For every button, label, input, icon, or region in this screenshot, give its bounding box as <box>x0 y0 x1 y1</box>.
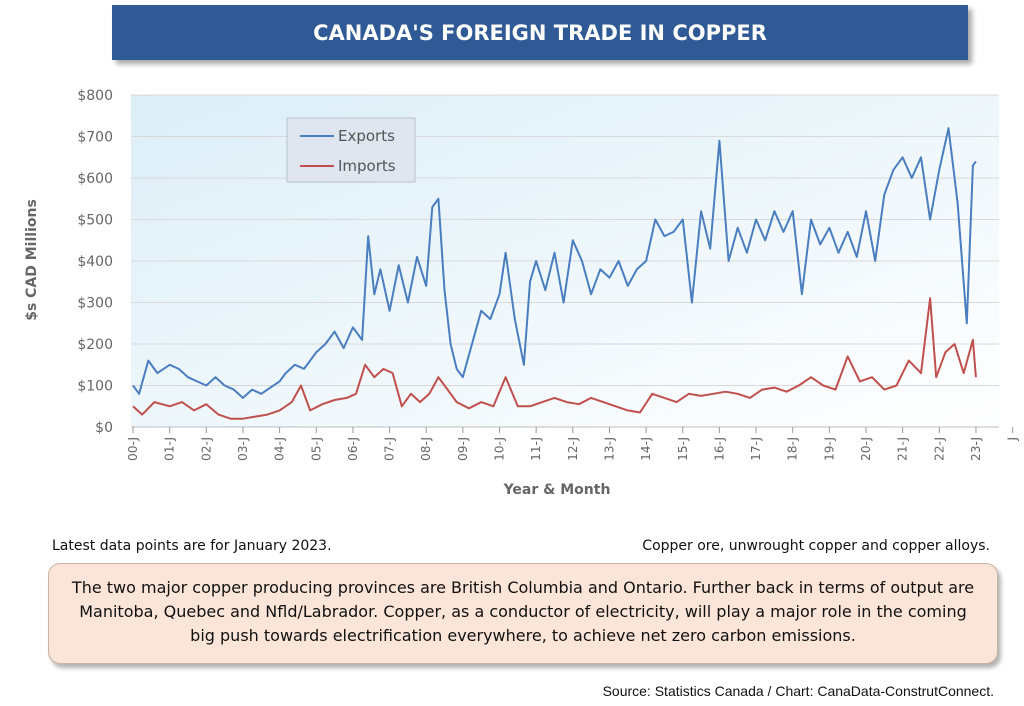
series-line-exports <box>132 127 977 399</box>
legend-box <box>286 117 416 183</box>
x-tick-label: 12-J <box>566 437 580 461</box>
scope-note: Copper ore, unwrought copper and copper … <box>642 538 990 554</box>
x-tick-label: 07-J <box>383 437 397 461</box>
x-tick-label: 21-J <box>896 437 910 461</box>
x-tick-label: 13-J <box>602 437 616 461</box>
y-axis-ticks: $0 $100 $200 $300 $400 $500 $600 $700 $800 <box>77 88 113 436</box>
y-tick-label: $500 <box>77 213 113 229</box>
x-axis-title: Year & Month <box>503 482 611 498</box>
x-tick-label: 06-J <box>346 437 360 461</box>
x-tick-label: 16-J <box>712 437 726 461</box>
y-tick-label: $800 <box>77 88 113 104</box>
x-tick-label: 02-J <box>199 437 213 461</box>
y-axis-title: $s CAD Millions <box>24 199 40 321</box>
latest-data-note: Latest data points are for January 2023. <box>52 538 332 554</box>
legend: Exports Imports <box>286 117 416 183</box>
y-tick-label: $600 <box>77 171 113 187</box>
x-tick-label: 11-J <box>529 437 543 461</box>
gridlines <box>131 94 999 428</box>
x-tick-label: 18-J <box>786 437 800 461</box>
legend-exports-label: Exports <box>338 127 395 145</box>
x-axis-ticks: 00-J 01-J 02-J 03-J 04-J 05-J 06-J 07-J 08-J 09-J… <box>126 427 1020 461</box>
series-line-imports <box>132 297 977 420</box>
y-tick-label: $700 <box>77 130 113 146</box>
x-tick-label: 10-J <box>493 437 507 461</box>
x-tick-label: 09-J <box>456 437 470 461</box>
x-tick-label: 22-J <box>932 437 946 461</box>
x-tick-label: 03-J <box>236 437 250 461</box>
x-tick-label: 14-J <box>639 437 653 461</box>
source-credit: Source: Statistics Canada / Chart: CanaD… <box>602 683 994 699</box>
x-tick-label: 04-J <box>273 437 287 461</box>
legend-imports-label: Imports <box>338 157 396 175</box>
chart-title: CANADA'S FOREIGN TRADE IN COPPER <box>112 5 968 60</box>
y-tick-label: $200 <box>77 337 113 353</box>
y-tick-label: $400 <box>77 254 113 270</box>
info-box: The two major copper producing provinces… <box>48 563 998 664</box>
x-tick-label: 17-J <box>749 437 763 461</box>
x-tick-label: J <box>1006 437 1020 442</box>
y-tick-label: $0 <box>95 420 113 436</box>
x-tick-label: 08-J <box>419 437 433 461</box>
x-tick-label: 00-J <box>126 437 140 461</box>
x-tick-label: 19-J <box>822 437 836 461</box>
x-tick-label: 20-J <box>859 437 873 461</box>
y-tick-label: $100 <box>77 379 113 395</box>
line-chart: $0$100$200$300$400$500$600$700$800 00-J 0… <box>24 88 1020 498</box>
x-tick-label: 23-J <box>969 437 983 461</box>
x-tick-label: 15-J <box>676 437 690 461</box>
y-tick-label: $300 <box>77 296 113 312</box>
x-tick-label: 05-J <box>309 437 323 461</box>
x-tick-label: 01-J <box>163 437 177 461</box>
series-lines <box>132 127 977 420</box>
